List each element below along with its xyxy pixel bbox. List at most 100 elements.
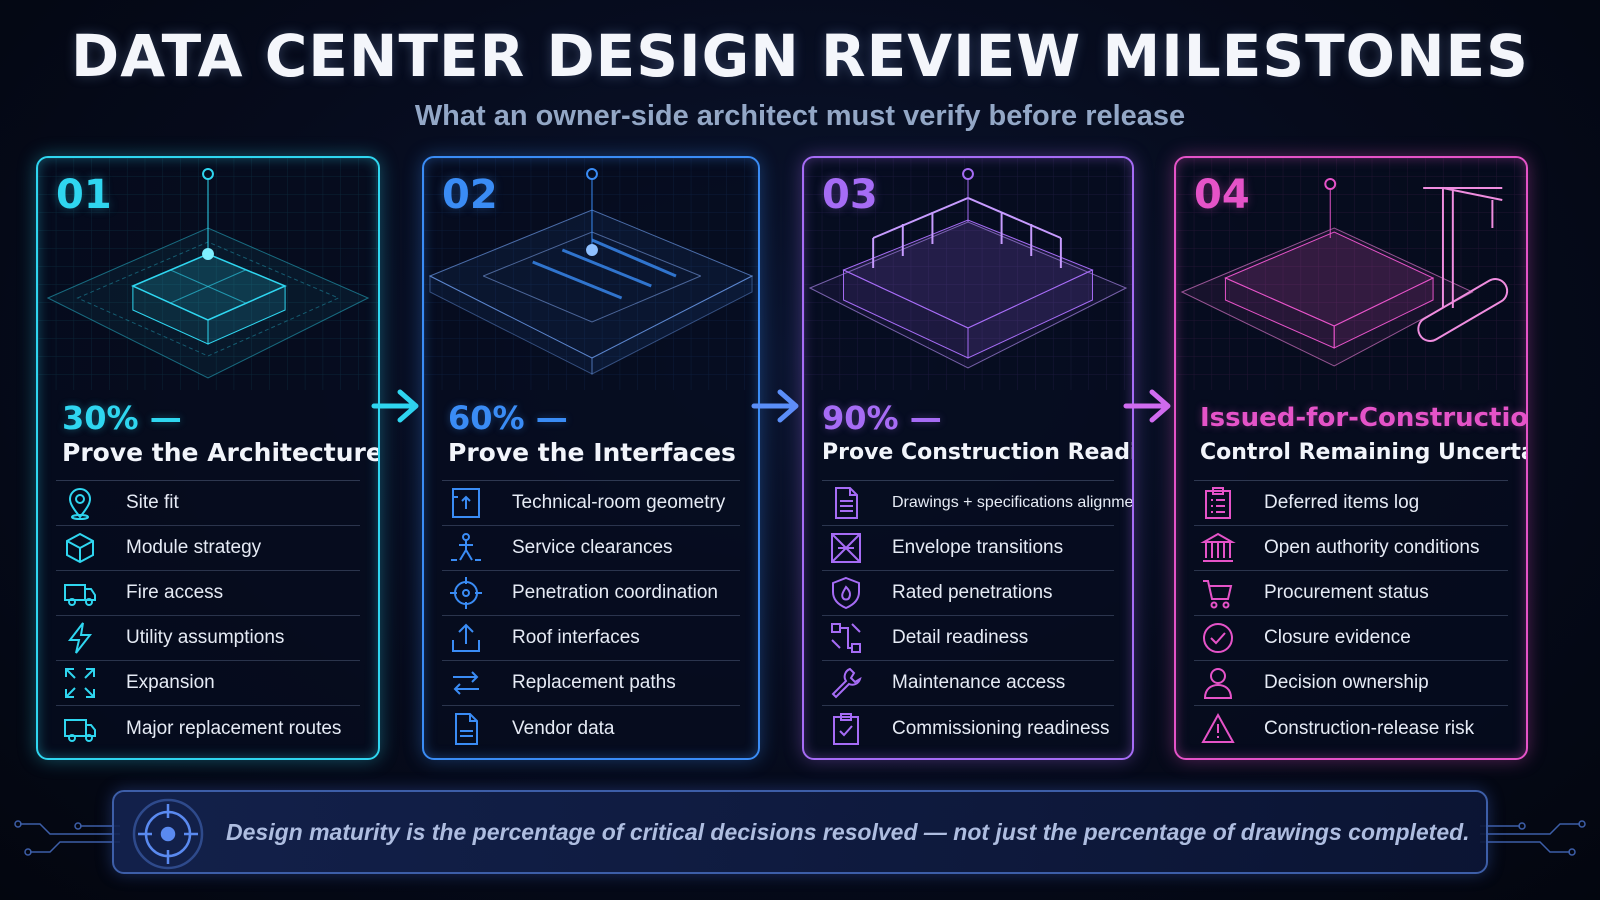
stage-goal: Control Remaining Uncertainty bbox=[1200, 440, 1526, 465]
item-label: Maintenance access bbox=[892, 672, 1066, 693]
envelope-icon bbox=[828, 530, 864, 566]
item-label: Drawings + specifications alignment bbox=[892, 494, 1134, 511]
check-circle-icon bbox=[1200, 620, 1236, 656]
milestone-card-60: 02 60% — Prove the Interfaces Technical-… bbox=[422, 156, 760, 760]
warning-icon bbox=[1200, 711, 1236, 747]
list-item: Procurement status bbox=[1194, 571, 1508, 616]
stage-label: 30% — bbox=[62, 399, 182, 437]
item-label: Service clearances bbox=[512, 537, 673, 558]
card-number: 02 bbox=[442, 172, 498, 218]
list-item: Roof interfaces bbox=[442, 616, 740, 661]
stage-label: 60% — bbox=[448, 399, 568, 437]
item-label: Construction-release risk bbox=[1264, 717, 1475, 739]
card-number: 03 bbox=[822, 172, 878, 218]
stage-goal: Prove the Interfaces bbox=[448, 438, 736, 467]
cube-icon bbox=[62, 530, 98, 566]
list-item: Commissioning readiness bbox=[822, 706, 1114, 751]
interfaces-illustration bbox=[424, 158, 758, 390]
item-label: Module strategy bbox=[126, 537, 262, 558]
list-item: Construction-release risk bbox=[1194, 706, 1508, 751]
user-icon bbox=[1200, 665, 1236, 701]
checklist: Site fit Module strategy Fire access Uti… bbox=[56, 480, 360, 751]
card-number: 04 bbox=[1194, 172, 1250, 218]
item-label: Deferred items log bbox=[1264, 492, 1420, 513]
list-item: Closure evidence bbox=[1194, 616, 1508, 661]
item-label: Site fit bbox=[126, 492, 179, 513]
truck-icon bbox=[62, 711, 98, 747]
stage-label: 90% — bbox=[822, 399, 942, 437]
room-icon bbox=[448, 485, 484, 521]
list-item: Expansion bbox=[56, 661, 360, 706]
crosshair-icon bbox=[448, 575, 484, 611]
banner-text: Design maturity is the percentage of cri… bbox=[226, 818, 1470, 845]
lightning-icon bbox=[62, 620, 98, 656]
list-item: Detail readiness bbox=[822, 616, 1114, 661]
target-icon bbox=[130, 796, 206, 872]
item-label: Replacement paths bbox=[512, 672, 676, 693]
stage-label: Issued-for-Construction — bbox=[1200, 403, 1528, 433]
page-subtitle: What an owner-side architect must verify… bbox=[414, 100, 1186, 132]
list-item: Utility assumptions bbox=[56, 616, 360, 661]
map-pin-icon bbox=[62, 485, 98, 521]
list-item: Maintenance access bbox=[822, 661, 1114, 706]
item-label: Major replacement routes bbox=[126, 717, 342, 739]
list-item: Penetration coordination bbox=[442, 571, 740, 616]
item-label: Envelope transitions bbox=[892, 537, 1064, 558]
item-label: Rated penetrations bbox=[892, 582, 1053, 603]
clipboard-list-icon bbox=[1200, 485, 1236, 521]
list-item: Module strategy bbox=[56, 526, 360, 571]
document-icon bbox=[448, 711, 484, 747]
item-label: Detail readiness bbox=[892, 627, 1029, 648]
fire-truck-icon bbox=[62, 575, 98, 611]
fire-shield-icon bbox=[828, 575, 864, 611]
circuit-decoration-left bbox=[10, 806, 120, 862]
expand-icon bbox=[62, 665, 98, 701]
list-item: Replacement paths bbox=[442, 661, 740, 706]
item-label: Decision ownership bbox=[1264, 672, 1429, 693]
list-item: Decision ownership bbox=[1194, 661, 1508, 706]
list-item: Technical-room geometry bbox=[442, 481, 740, 526]
checklist: Technical-room geometry Service clearanc… bbox=[442, 480, 740, 751]
cart-icon bbox=[1200, 575, 1236, 611]
list-item: Drawings + specifications alignment bbox=[822, 481, 1132, 526]
list-item: Vendor data bbox=[442, 706, 740, 751]
list-item: Envelope transitions bbox=[822, 526, 1114, 571]
stage-goal: Prove Construction Readiness bbox=[822, 440, 1132, 465]
milestone-card-ifc: 04 Issued-for-Construction — Control Rem… bbox=[1174, 156, 1528, 760]
swap-arrows-icon bbox=[448, 665, 484, 701]
list-item: Open authority conditions bbox=[1194, 526, 1508, 571]
wrench-icon bbox=[828, 665, 864, 701]
item-label: Commissioning readiness bbox=[892, 717, 1110, 739]
arrow-icon bbox=[1122, 386, 1176, 426]
person-clearance-icon bbox=[448, 530, 484, 566]
arrow-icon bbox=[750, 386, 804, 426]
key-insight-banner: Design maturity is the percentage of cri… bbox=[112, 790, 1488, 874]
clipboard-check-icon bbox=[828, 711, 864, 747]
card-number: 01 bbox=[56, 172, 112, 218]
item-label: Procurement status bbox=[1264, 582, 1429, 603]
item-label: Open authority conditions bbox=[1264, 537, 1480, 558]
checklist: Drawings + specifications alignment Enve… bbox=[822, 480, 1132, 751]
list-item: Deferred items log bbox=[1194, 481, 1508, 526]
construction-readiness-illustration bbox=[804, 158, 1132, 390]
item-label: Vendor data bbox=[512, 717, 615, 739]
item-label: Roof interfaces bbox=[512, 627, 640, 648]
list-item: Fire access bbox=[56, 571, 360, 616]
stage-goal: Prove the Architecture bbox=[62, 438, 380, 467]
list-item: Service clearances bbox=[442, 526, 740, 571]
checklist: Deferred items log Open authority condit… bbox=[1194, 480, 1508, 751]
list-item: Major replacement routes bbox=[56, 706, 360, 751]
milestone-card-90: 03 90% — Prove Construction Readiness Dr… bbox=[802, 156, 1134, 760]
item-label: Closure evidence bbox=[1264, 627, 1411, 648]
site-plan-illustration bbox=[38, 158, 378, 390]
government-icon bbox=[1200, 530, 1236, 566]
construction-site-illustration bbox=[1176, 158, 1526, 390]
item-label: Fire access bbox=[126, 582, 224, 603]
list-item: Rated penetrations bbox=[822, 571, 1114, 616]
page-title: DATA CENTER DESIGN REVIEW MILESTONES bbox=[71, 22, 1529, 90]
list-item: Site fit bbox=[56, 481, 360, 526]
item-label: Penetration coordination bbox=[512, 582, 718, 603]
item-label: Technical-room geometry bbox=[512, 492, 726, 513]
arrow-icon bbox=[370, 386, 424, 426]
item-label: Utility assumptions bbox=[126, 627, 285, 648]
